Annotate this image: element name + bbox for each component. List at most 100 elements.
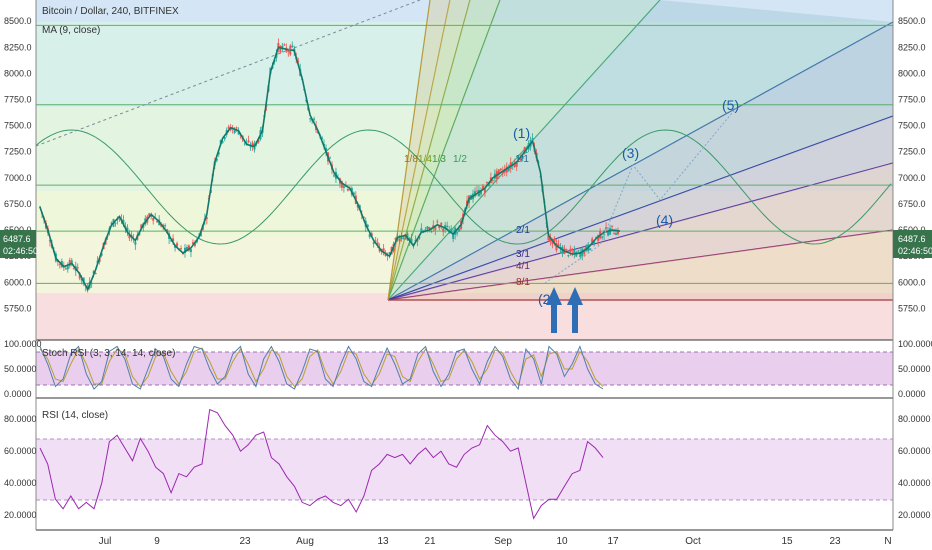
candle-body [601, 236, 604, 238]
candle-body [485, 181, 488, 183]
price-tick-label: 6750.0 [898, 199, 926, 209]
candle-body [519, 159, 522, 161]
oscillator-axes[interactable]: 100.0000 100.0000 50.0000 50.0000 0.0000 0.00… [4, 339, 932, 520]
stoch-legend: Stoch RSI (3, 3, 14, 14, close) [42, 348, 175, 359]
candle-body [458, 228, 461, 232]
candle-body [366, 224, 369, 228]
candle-body [507, 168, 510, 171]
rsi-tick-label: 80.0000 [4, 414, 37, 424]
time-tick-label: 10 [556, 536, 568, 547]
candle-body [313, 118, 316, 120]
time-tick-label: 15 [781, 536, 793, 547]
candle-body [221, 141, 224, 143]
fan-line [387, 229, 894, 301]
candle-body [605, 227, 608, 230]
candle-body [134, 241, 137, 245]
candle-body [156, 220, 159, 223]
price-tick-label: 6750.0 [4, 199, 32, 209]
candle-body [277, 43, 280, 50]
fan-line [387, 0, 501, 301]
candle-body [611, 225, 614, 227]
candle-body [531, 138, 534, 140]
candle-body [573, 249, 576, 254]
fan-label-1-2: 1/2 [453, 154, 467, 165]
candle-body [613, 233, 616, 235]
candle-body [94, 272, 97, 275]
candle-body [48, 240, 51, 242]
up-arrow-1-icon [546, 287, 562, 333]
rsi-band [36, 439, 893, 500]
right-price-axis[interactable]: 8500.0 8250.0 8000.0 7750.0 7500.0 7250.0 7000… [898, 16, 926, 313]
candle-body [483, 189, 486, 193]
candle-body [569, 248, 572, 252]
candle-body [321, 137, 324, 140]
up-arrow-2-icon [567, 287, 583, 333]
candle-body [76, 267, 79, 269]
candle-body [187, 245, 190, 251]
candle-body [233, 129, 236, 133]
candle-body [205, 217, 208, 220]
candle-body [126, 227, 129, 232]
candle-body [257, 139, 260, 143]
candle-body [39, 206, 41, 208]
time-axis[interactable]: Jul 9 23 Aug 13 21 Sep 10 17 Oct 15 23 N [99, 536, 892, 547]
fan-label-1-8: 1/8 [404, 154, 418, 165]
candle-body [436, 221, 439, 223]
candle-body [400, 235, 403, 239]
price-tick-label: 6000.0 [4, 277, 32, 287]
candle-body [440, 222, 443, 226]
price-tick-label: 7000.0 [898, 173, 926, 183]
candle-body [128, 234, 131, 239]
candle-body [577, 250, 580, 252]
fan-zone [388, 22, 893, 300]
candle-body [557, 244, 560, 247]
candle-body [591, 238, 594, 243]
price-tick-label: 8500.0 [4, 16, 32, 26]
price-tick-label: 5750.0 [4, 303, 32, 313]
candle-body [247, 140, 250, 143]
candle-body [329, 157, 331, 159]
candle-body [110, 222, 113, 224]
rsi-tick-label: 20.0000 [4, 510, 37, 520]
stoch-tick-label: 50.0000 [4, 364, 37, 374]
rsi-tick-label: 40.0000 [898, 478, 931, 488]
candle-body [452, 233, 455, 239]
candle-body [332, 175, 335, 177]
rsi-tick-label: 80.0000 [898, 414, 931, 424]
time-tick-label: 13 [377, 536, 389, 547]
price-tick-label: 8250.0 [4, 42, 32, 52]
candle-body [497, 169, 500, 175]
fan-label-3-1: 3/1 [516, 249, 530, 260]
fan-zone [388, 230, 893, 300]
candle-body [227, 126, 230, 129]
candle-body [617, 230, 620, 235]
fan-line [387, 0, 471, 301]
candle-body [170, 240, 173, 242]
candle-body [410, 238, 413, 244]
candle-body [100, 253, 103, 256]
fan-line [387, 0, 451, 301]
price-tick-label: 7750.0 [898, 94, 926, 104]
time-tick-label: Jul [99, 536, 112, 547]
candle-body [474, 191, 476, 197]
stoch-rsi-lines [39, 345, 604, 391]
time-tick-label: 21 [424, 536, 436, 547]
candle-body [368, 234, 371, 238]
time-tick-label: N [884, 536, 891, 547]
price-tick-label: 5750.0 [898, 303, 926, 313]
right-price-badge: 6487.6 [898, 234, 926, 244]
fan-zone [388, 0, 893, 300]
fan-line [387, 21, 894, 301]
candle-body [122, 219, 125, 225]
candle-body [438, 226, 441, 229]
price-tick-label: 8500.0 [898, 16, 926, 26]
candle-body [525, 152, 528, 154]
price-tick-label: 6000.0 [898, 277, 926, 287]
stoch-band [36, 352, 893, 385]
time-tick-label: 17 [607, 536, 619, 547]
candle-body [585, 245, 588, 251]
candle-body [281, 45, 284, 49]
left-price-axis[interactable]: 8500.0 8250.0 8000.0 7750.0 7500.0 7250.0 7000… [4, 16, 32, 313]
